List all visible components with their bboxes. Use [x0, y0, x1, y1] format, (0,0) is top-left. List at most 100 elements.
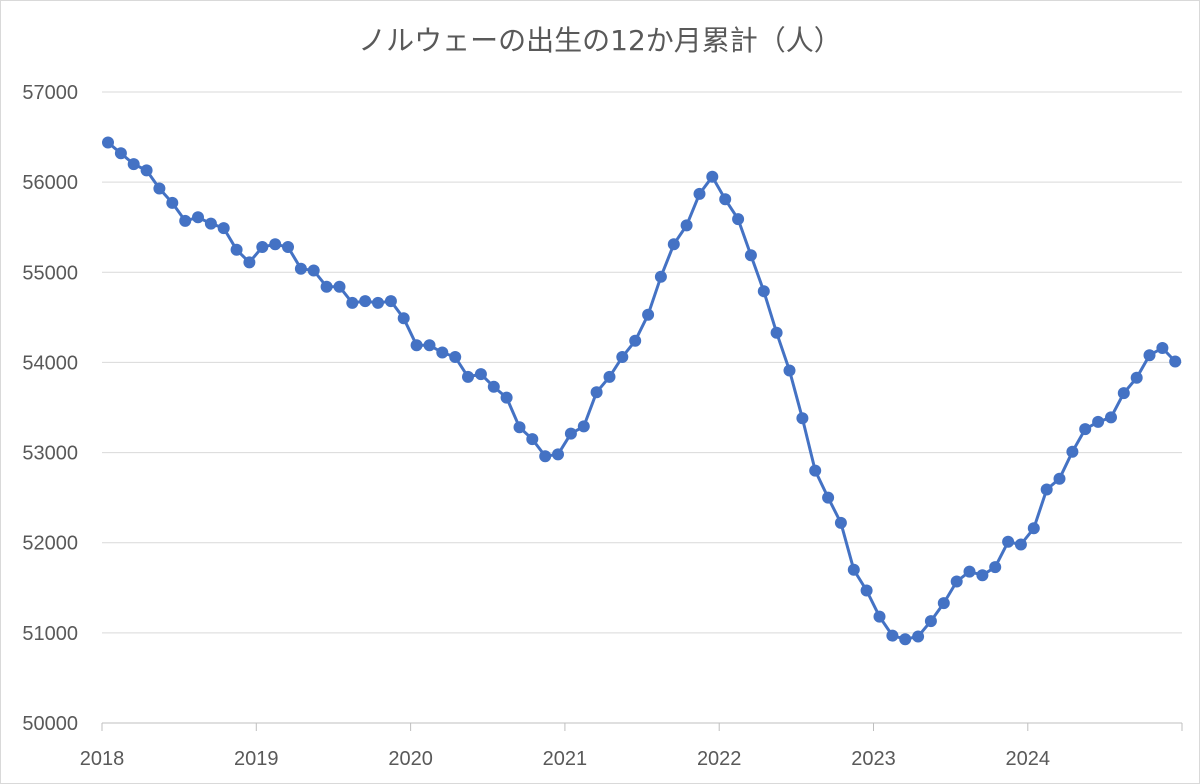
x-tick-label: 2021	[543, 748, 588, 770]
data-point	[179, 214, 192, 227]
data-point	[1130, 371, 1143, 384]
data-point	[217, 222, 230, 235]
data-point	[1002, 535, 1015, 548]
y-tick-label: 57000	[22, 82, 78, 104]
x-axis-tick-labels: 2018 2019 2020 2021 2022 2023 2024	[80, 748, 1050, 770]
data-point	[1143, 349, 1156, 362]
data-point	[282, 241, 294, 253]
data-point	[757, 285, 770, 298]
series-line	[107, 141, 1177, 641]
data-point	[294, 262, 307, 275]
y-tick-label: 55000	[22, 262, 78, 284]
x-tick-label: 2020	[388, 748, 433, 770]
data-point	[1040, 483, 1053, 496]
data-point	[269, 238, 282, 251]
data-point	[796, 412, 809, 425]
data-point	[963, 565, 976, 578]
data-point	[1066, 445, 1079, 458]
data-point	[1156, 342, 1169, 354]
data-point	[834, 516, 847, 529]
data-point	[693, 187, 706, 200]
x-tick-label: 2022	[697, 748, 742, 770]
data-point	[333, 280, 346, 293]
data-point	[950, 575, 963, 588]
data-point	[1169, 355, 1182, 368]
data-point	[1092, 415, 1105, 428]
data-point	[487, 380, 500, 393]
data-point	[564, 427, 577, 440]
data-point	[1014, 538, 1027, 551]
data-point	[140, 164, 153, 177]
data-point	[552, 448, 564, 461]
data-point	[384, 295, 397, 308]
y-tick-label: 54000	[22, 352, 78, 374]
data-point	[526, 433, 539, 446]
data-point	[873, 610, 886, 623]
data-point	[590, 386, 603, 399]
data-point	[1027, 522, 1040, 535]
series	[102, 136, 1182, 646]
data-point	[397, 312, 410, 325]
data-point	[372, 296, 384, 309]
data-point	[1105, 411, 1117, 424]
data-point	[256, 241, 269, 253]
y-tick-label: 56000	[22, 172, 78, 194]
data-point	[912, 630, 925, 643]
x-tick-label: 2024	[1006, 748, 1051, 770]
data-point	[770, 326, 783, 339]
y-tick-label: 50000	[22, 713, 78, 735]
data-point	[1079, 423, 1092, 436]
data-point	[886, 629, 899, 642]
data-point	[114, 147, 127, 160]
y-tick-label: 53000	[22, 443, 78, 465]
data-point	[1053, 472, 1066, 485]
data-point	[127, 158, 140, 171]
y-tick-label: 51000	[22, 623, 78, 645]
data-point	[539, 450, 552, 463]
x-tick-label: 2018	[80, 748, 125, 770]
data-point	[449, 351, 462, 363]
data-point	[500, 391, 513, 404]
data-point	[860, 584, 873, 597]
data-point	[423, 339, 436, 352]
chart-title: ノルウェーの出生の12か月累計（人）	[358, 24, 842, 57]
data-point	[642, 308, 655, 321]
data-point	[346, 296, 359, 309]
data-point	[603, 370, 616, 383]
data-point	[410, 339, 423, 352]
data-point	[822, 491, 835, 504]
data-point	[654, 270, 667, 283]
y-axis-tick-labels: 57000 56000 55000 54000 53000 52000 51000 50000	[22, 82, 78, 735]
data-point	[307, 264, 320, 277]
data-point	[359, 295, 372, 308]
data-point	[436, 346, 449, 359]
data-point	[989, 561, 1002, 574]
data-point	[166, 196, 179, 209]
data-point	[809, 464, 822, 477]
data-point	[474, 368, 487, 381]
data-point	[924, 615, 937, 628]
data-point	[230, 243, 243, 256]
data-point	[153, 182, 166, 195]
data-point	[719, 193, 732, 206]
data-point	[513, 421, 526, 434]
data-point	[783, 364, 796, 377]
data-point	[192, 211, 204, 224]
data-point	[899, 633, 912, 646]
x-tick-label: 2023	[851, 748, 896, 770]
data-point	[462, 370, 474, 383]
data-point	[744, 249, 757, 262]
gridlines	[101, 91, 1183, 731]
data-point	[102, 136, 114, 149]
data-point	[616, 351, 629, 363]
data-point	[667, 238, 680, 251]
data-point	[680, 219, 693, 232]
data-point	[320, 280, 333, 293]
data-point	[629, 334, 642, 347]
data-point	[706, 170, 719, 183]
data-point	[732, 213, 745, 226]
data-point	[937, 597, 950, 610]
data-point	[204, 217, 217, 230]
data-point	[243, 256, 256, 269]
